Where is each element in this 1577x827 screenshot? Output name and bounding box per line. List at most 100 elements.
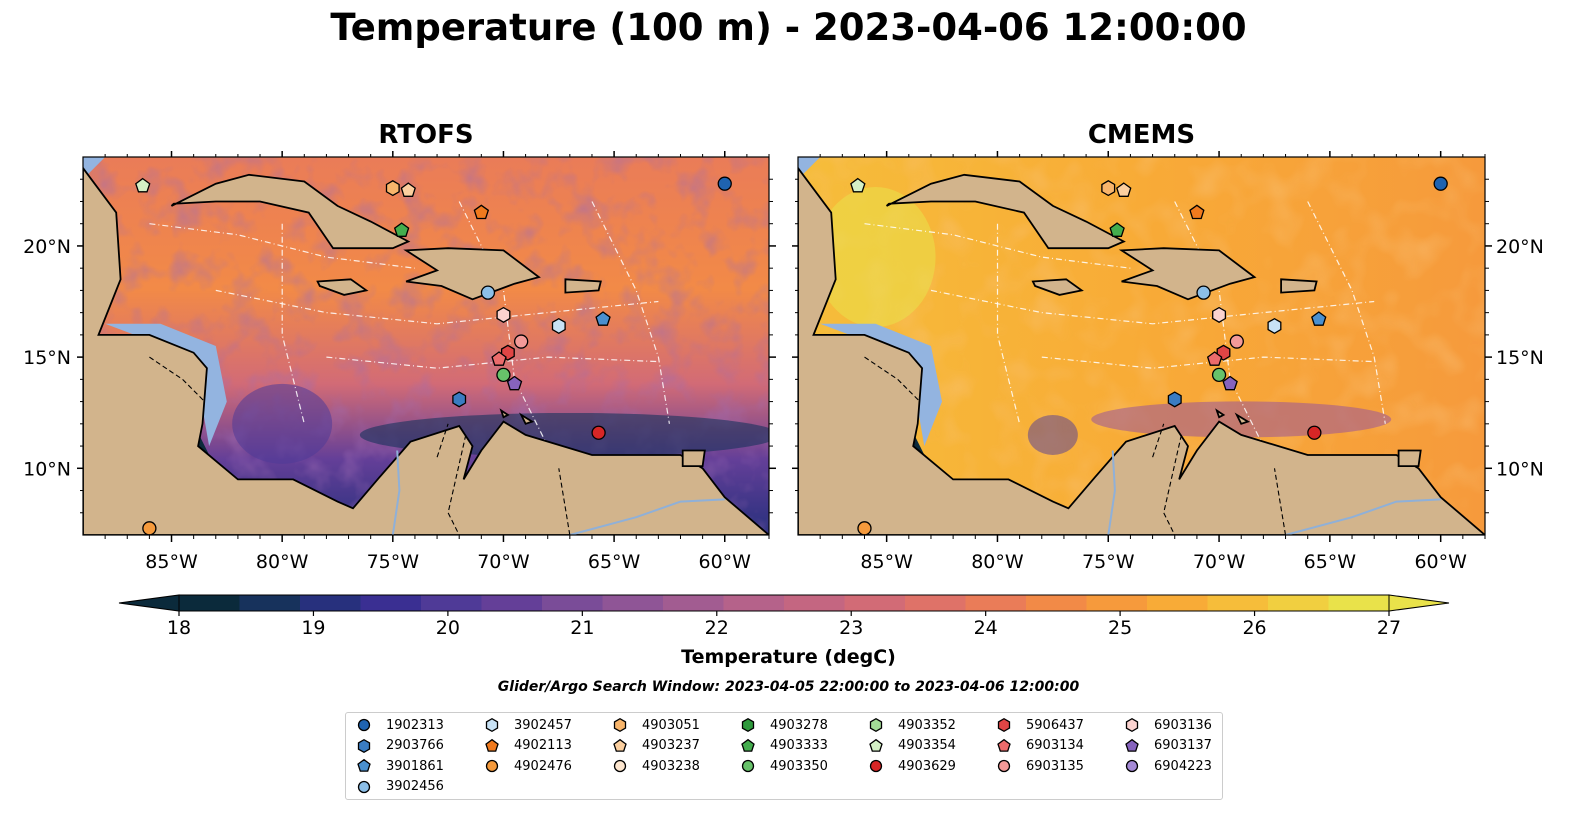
lon-tick-label: 60°W xyxy=(1414,551,1467,573)
float-marker-4903354 xyxy=(135,177,151,193)
shallow-shelf xyxy=(105,323,227,447)
lat-tick-label: 10°N xyxy=(1496,458,1544,480)
colorbar-tick-label: 27 xyxy=(1377,617,1401,639)
landmass xyxy=(1397,449,1422,468)
legend-label: 2903766 xyxy=(386,738,444,753)
colorbar-label: Temperature (degC) xyxy=(681,646,896,668)
landmass xyxy=(1234,412,1251,425)
shallow-shelf xyxy=(798,157,821,180)
panel-title-cmems: CMEMS xyxy=(1087,120,1196,150)
lon-tick-label: 85°W xyxy=(860,551,913,573)
legend-marker xyxy=(1125,717,1139,733)
shallow-shelf xyxy=(820,323,942,447)
legend-item: 6903137 xyxy=(1124,738,1212,754)
country-border xyxy=(864,356,921,402)
legend-label: 4903352 xyxy=(898,717,956,733)
legend-marker-circle-icon xyxy=(1125,759,1139,773)
float-marker-6903136 xyxy=(1212,306,1227,323)
colorbar-segment xyxy=(1086,595,1148,611)
float-marker-6903135 xyxy=(514,334,529,349)
legend-marker xyxy=(613,738,627,752)
legend-label: 4903333 xyxy=(770,738,828,753)
legend-marker xyxy=(357,738,371,753)
colorbar-segment xyxy=(784,595,845,611)
lon-tick-label: 60°W xyxy=(699,551,752,573)
colorbar-segment xyxy=(1207,595,1269,611)
float-marker-6903137 xyxy=(1222,375,1238,391)
boundary-line xyxy=(1174,201,1264,447)
legend-label: 5906437 xyxy=(1026,717,1084,733)
river xyxy=(391,450,401,535)
float-marker-3902457 xyxy=(551,317,566,335)
legend-marker xyxy=(869,717,883,733)
legend-marker-circle-icon xyxy=(357,718,371,732)
float-marker-4903350 xyxy=(1211,367,1227,383)
legend-label: 4903237 xyxy=(642,738,700,753)
country-border xyxy=(436,423,449,458)
river xyxy=(1107,450,1116,535)
legend-marker-hexagon-icon xyxy=(1125,717,1139,733)
legend-label: 3902456 xyxy=(386,779,444,794)
legend-marker-circle-icon xyxy=(485,759,499,773)
colorbar-frame xyxy=(178,594,1390,612)
float-marker-4903237 xyxy=(1116,182,1132,197)
legend-label: 6904223 xyxy=(1154,758,1212,774)
lon-tick-label: 80°W xyxy=(256,551,309,573)
legend-item: 4903333 xyxy=(740,738,828,754)
legend-marker-pentagon-icon xyxy=(613,738,627,752)
boundary-line xyxy=(1307,201,1386,424)
legend-item: 4903278 xyxy=(740,717,828,733)
panel-title-rtofs: RTOFS xyxy=(378,120,474,150)
legend-label: 4902113 xyxy=(514,738,572,753)
legend-marker xyxy=(1125,738,1139,752)
legend-label: 4902476 xyxy=(514,758,572,774)
legend-marker-circle-icon xyxy=(741,759,755,773)
legend-label: 4903278 xyxy=(770,717,828,733)
boundary-line xyxy=(591,201,670,424)
colorbar-segment xyxy=(1328,595,1390,611)
legend-marker xyxy=(613,759,627,773)
legend-item: 6904223 xyxy=(1124,758,1212,774)
lat-tick-label: 15°N xyxy=(1496,347,1544,369)
lon-tick-label: 70°W xyxy=(1193,551,1246,573)
cool-eddy xyxy=(232,383,333,464)
legend-marker xyxy=(613,717,627,733)
float-marker-3902456 xyxy=(480,285,496,300)
legend-item: 4903237 xyxy=(612,738,700,754)
legend-item: 5906437 xyxy=(996,717,1084,733)
colorbar-extend-low xyxy=(118,594,180,612)
country-border xyxy=(149,356,206,402)
legend-marker-hexagon-icon xyxy=(613,717,627,733)
legend-item: 4903238 xyxy=(612,758,700,774)
colorbar-segment xyxy=(1147,595,1208,611)
float-marker-6903134 xyxy=(491,351,507,366)
legend-marker xyxy=(485,738,499,752)
map-frame xyxy=(82,156,770,536)
legend-label: 6903137 xyxy=(1154,738,1212,753)
legend-label: 3901861 xyxy=(386,758,444,774)
river xyxy=(569,498,725,535)
float-marker-3902457 xyxy=(1267,317,1282,335)
legend-item: 4902476 xyxy=(484,758,572,774)
float-marker-4902113 xyxy=(1189,204,1205,220)
colorbar-segment xyxy=(1268,595,1329,611)
legend-item: 4903350 xyxy=(740,758,828,774)
country-border xyxy=(1163,434,1182,535)
legend-item: 4903354 xyxy=(868,738,956,754)
colorbar-segment xyxy=(179,595,240,611)
lon-tick-label: 70°W xyxy=(477,551,530,573)
legend-label: 4903238 xyxy=(642,758,700,774)
legend-marker-pentagon-icon xyxy=(1125,738,1139,752)
float-marker-1902313 xyxy=(717,176,732,191)
float-marker-3901861 xyxy=(1311,311,1327,326)
lat-tick-label: 20°N xyxy=(1496,236,1544,258)
colorbar-extend-high xyxy=(1388,594,1450,612)
shallow-shelf xyxy=(83,157,106,180)
legend-label: 4903051 xyxy=(642,717,700,733)
colorbar-segment xyxy=(239,595,301,611)
float-marker-6903135 xyxy=(1229,334,1244,349)
float-legend: 1902313 2903766 3901861 3902456 3902457 49021… xyxy=(345,712,1223,800)
legend-marker xyxy=(741,759,755,773)
country-border xyxy=(1273,468,1287,535)
legend-marker-pentagon-icon xyxy=(869,738,883,752)
